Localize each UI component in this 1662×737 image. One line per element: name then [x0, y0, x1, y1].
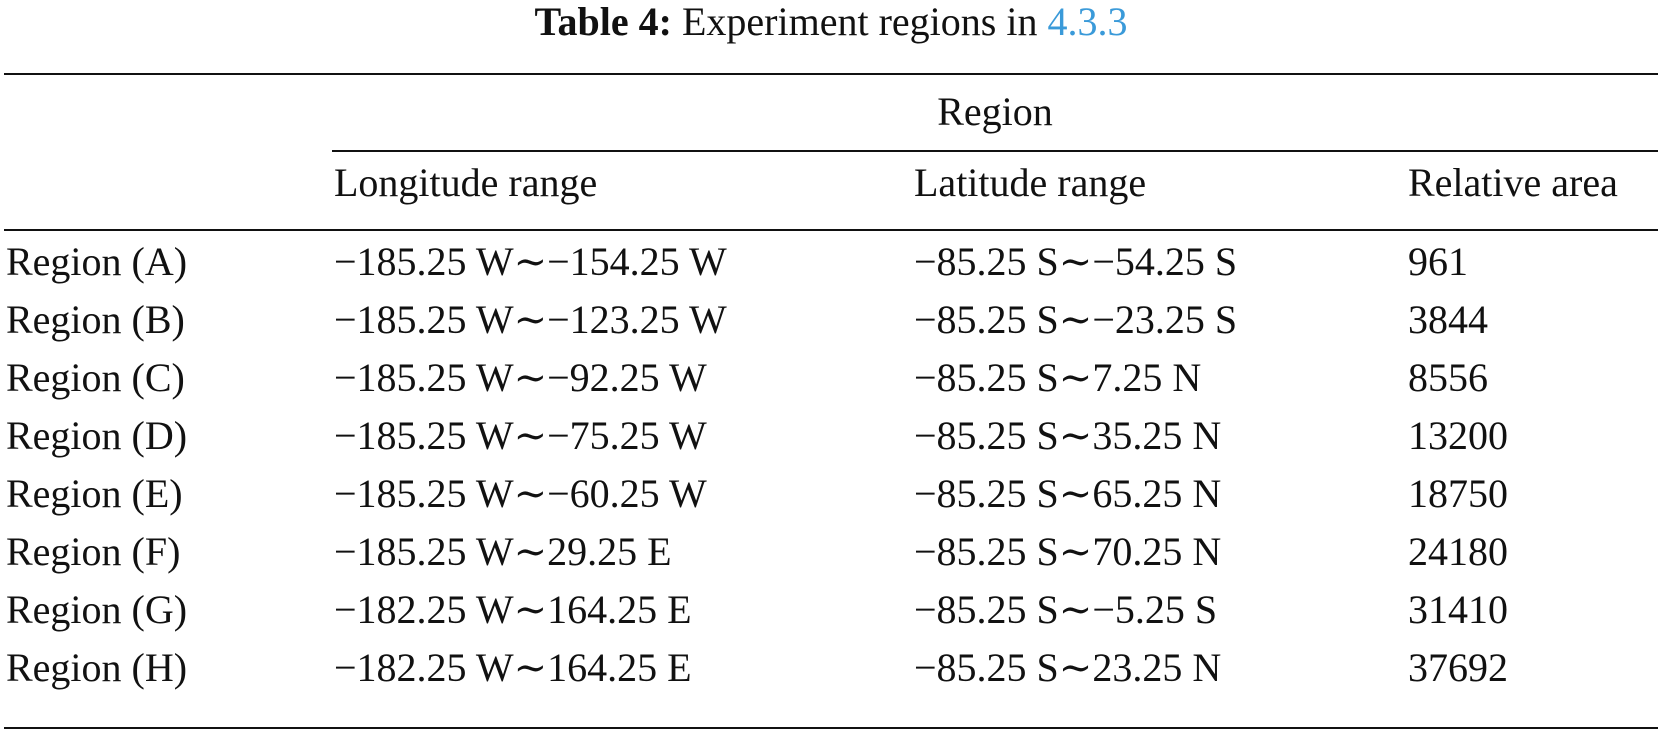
table-row: Region (A) −185.25 W∼−154.25 W −85.25 S∼…	[0, 240, 1662, 300]
section-reference-link[interactable]: 4.3.3	[1047, 0, 1128, 44]
row-label: Region (F)	[6, 529, 181, 574]
table-row: Region (G) −182.25 W∼164.25 E −85.25 S∼−…	[0, 588, 1662, 648]
relative-area-cell: 24180	[1408, 529, 1508, 574]
table-row: Region (H) −182.25 W∼164.25 E −85.25 S∼2…	[0, 646, 1662, 706]
longitude-cell: −182.25 W∼164.25 E	[334, 645, 692, 690]
caption-label: Table 4:	[534, 0, 672, 44]
longitude-cell: −185.25 W∼29.25 E	[334, 529, 672, 574]
latitude-cell: −85.25 S∼−54.25 S	[914, 239, 1238, 284]
column-header-row: Longitude range Latitude range Relative …	[0, 161, 1662, 221]
table-row: Region (F) −185.25 W∼29.25 E −85.25 S∼70…	[0, 530, 1662, 590]
column-header-longitude: Longitude range	[334, 160, 598, 205]
longitude-cell: −185.25 W∼−60.25 W	[334, 471, 707, 516]
column-header-latitude: Latitude range	[914, 160, 1147, 205]
latitude-cell: −85.25 S∼70.25 N	[914, 529, 1222, 574]
bottom-rule	[4, 727, 1658, 729]
row-label: Region (G)	[6, 587, 188, 632]
row-label: Region (E)	[6, 471, 183, 516]
table-caption: Table 4: Experiment regions in 4.3.3	[0, 0, 1662, 44]
longitude-cell: −185.25 W∼−154.25 W	[334, 239, 727, 284]
header-rule	[4, 229, 1658, 231]
relative-area-cell: 961	[1408, 239, 1468, 284]
table-row: Region (D) −185.25 W∼−75.25 W −85.25 S∼3…	[0, 414, 1662, 474]
table-row: Region (B) −185.25 W∼−123.25 W −85.25 S∼…	[0, 298, 1662, 358]
latitude-cell: −85.25 S∼65.25 N	[914, 471, 1222, 516]
latitude-cell: −85.25 S∼23.25 N	[914, 645, 1222, 690]
relative-area-cell: 18750	[1408, 471, 1508, 516]
top-rule	[4, 73, 1658, 75]
longitude-cell: −185.25 W∼−123.25 W	[334, 297, 727, 342]
group-header-rule	[332, 150, 1658, 152]
row-label: Region (D)	[6, 413, 188, 458]
latitude-cell: −85.25 S∼7.25 N	[914, 355, 1202, 400]
latitude-cell: −85.25 S∼−5.25 S	[914, 587, 1218, 632]
row-label: Region (B)	[6, 297, 185, 342]
row-label: Region (C)	[6, 355, 185, 400]
caption-text: Experiment regions in	[681, 0, 1038, 44]
latitude-cell: −85.25 S∼−23.25 S	[914, 297, 1238, 342]
row-label: Region (A)	[6, 239, 188, 284]
column-header-relative-area: Relative area	[1408, 160, 1618, 205]
longitude-cell: −185.25 W∼−75.25 W	[334, 413, 707, 458]
relative-area-cell: 3844	[1408, 297, 1488, 342]
longitude-cell: −182.25 W∼164.25 E	[334, 587, 692, 632]
region-group-header: Region	[937, 89, 1053, 134]
relative-area-cell: 8556	[1408, 355, 1488, 400]
relative-area-cell: 31410	[1408, 587, 1508, 632]
latitude-cell: −85.25 S∼35.25 N	[914, 413, 1222, 458]
longitude-cell: −185.25 W∼−92.25 W	[334, 355, 707, 400]
table-row: Region (E) −185.25 W∼−60.25 W −85.25 S∼6…	[0, 472, 1662, 532]
relative-area-cell: 37692	[1408, 645, 1508, 690]
relative-area-cell: 13200	[1408, 413, 1508, 458]
row-label: Region (H)	[6, 645, 188, 690]
table-row: Region (C) −185.25 W∼−92.25 W −85.25 S∼7…	[0, 356, 1662, 416]
